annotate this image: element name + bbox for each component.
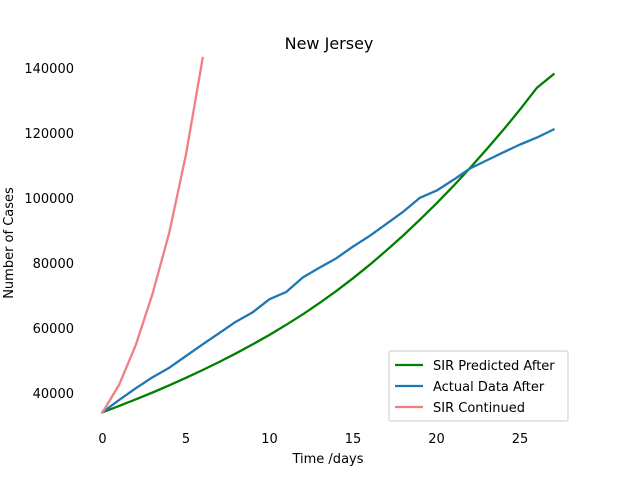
legend-frame — [388, 350, 569, 422]
legend-label: Actual Data After — [433, 380, 545, 395]
x-tick-label: 5 — [182, 432, 190, 447]
y-tick-label: 40000 — [33, 387, 74, 402]
x-tick-label: 0 — [98, 432, 106, 447]
x-tick-label: 15 — [345, 432, 362, 447]
y-tick-label: 80000 — [33, 257, 74, 272]
series-line-3 — [100, 56, 205, 414]
x-tick-label: 10 — [261, 432, 278, 447]
y-axis-label: Number of Cases — [2, 187, 17, 299]
series-line-2 — [100, 127, 556, 414]
legend-label: SIR Continued — [433, 401, 525, 416]
x-tick-label: 25 — [512, 432, 529, 447]
legend-label: SIR Predicted After — [433, 359, 555, 374]
y-tick-label: 140000 — [24, 62, 74, 77]
y-tick-label: 60000 — [33, 322, 74, 337]
axis-ticks: 0 5 10 15 20 25 40000 60000 80000 100000 120000 140… — [24, 62, 528, 447]
series-line-1 — [101, 72, 556, 414]
chart-title: New Jersey — [285, 34, 374, 53]
x-axis-label: Time /days — [291, 452, 363, 467]
x-tick-label: 20 — [428, 432, 445, 447]
y-tick-label: 120000 — [24, 127, 74, 142]
plot-area — [100, 56, 556, 414]
y-tick-label: 100000 — [24, 192, 74, 207]
legend: SIR Predicted After Actual Data After SIR … — [388, 350, 569, 422]
